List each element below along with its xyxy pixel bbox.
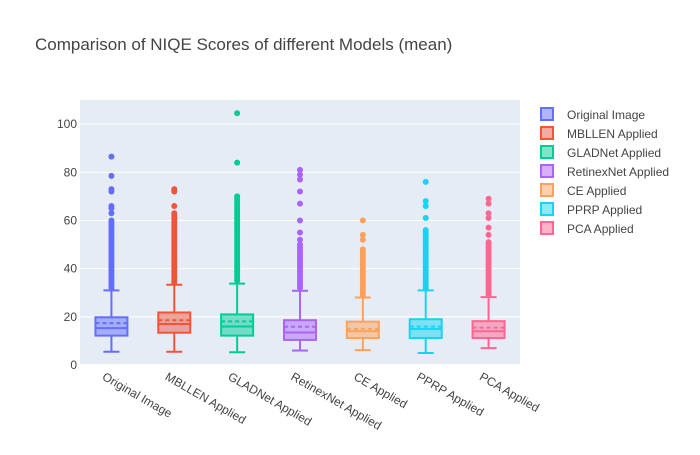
outlier-point[interactable] [234,110,241,117]
outlier-point[interactable] [359,217,366,224]
legend-swatch [540,164,554,178]
outlier-point[interactable] [108,217,115,224]
legend-label: Original Image [567,108,645,122]
iqr-box[interactable] [283,319,317,341]
legend-swatch [540,126,554,140]
outlier-point[interactable] [485,224,492,231]
box-trace[interactable] [471,195,506,350]
outlier-point[interactable] [297,166,303,173]
iqr-box[interactable] [94,316,129,337]
outlier-point[interactable] [171,203,178,209]
box-trace[interactable] [157,186,192,353]
legend-item[interactable]: PPRP Applied [540,202,642,217]
legend-item[interactable]: GLADNet Applied [540,145,661,160]
box-trace[interactable] [283,166,317,352]
y-tick-label: 0 [70,358,77,372]
y-tick-label: 60 [64,213,78,227]
legend-swatch [540,183,554,197]
box-series-layer [94,110,506,354]
y-tick-label: 20 [64,310,78,324]
outlier-point[interactable] [297,188,303,195]
legend-label: PPRP Applied [567,203,642,217]
y-tick-label: 100 [57,117,77,131]
chart-title: Comparison of NIQE Scores of different M… [35,35,452,54]
outlier-point[interactable] [108,172,115,179]
outlier-point[interactable] [485,231,492,238]
outlier-point[interactable] [485,195,492,202]
box-trace[interactable] [220,110,255,354]
outlier-point[interactable] [108,203,115,209]
legend-item[interactable]: RetinexNet Applied [540,164,669,179]
outlier-point[interactable] [485,210,492,217]
outlier-point[interactable] [422,203,429,209]
outlier-point[interactable] [422,227,429,234]
y-axis-tick-labels: 0 20 40 60 80 100 [57,117,77,372]
y-tick-label: 40 [64,262,78,276]
legend-item[interactable]: PCA Applied [540,221,634,236]
outlier-point[interactable] [297,176,303,183]
outlier-point[interactable] [422,215,429,222]
outlier-point[interactable] [171,186,178,193]
legend-item[interactable]: Original Image [540,107,645,122]
legend-swatch [540,107,554,121]
outlier-point[interactable] [485,215,492,222]
legend[interactable]: Original Image MBLLEN Applied GLADNet Appl… [540,107,669,236]
outlier-point[interactable] [108,210,115,217]
outlier-point[interactable] [422,198,429,205]
x-tick-label: Original Image [100,369,175,420]
outlier-point[interactable] [422,178,429,185]
box-trace[interactable] [408,178,443,354]
outlier-point[interactable] [359,246,366,253]
outlier-point[interactable] [485,239,492,246]
iqr-box[interactable] [220,313,255,337]
x-tick-label: PCA Applied [477,369,542,414]
legend-item[interactable]: MBLLEN Applied [540,126,658,141]
legend-swatch [540,221,554,235]
iqr-box[interactable] [157,311,192,334]
legend-swatch [540,145,554,159]
outlier-point[interactable] [359,236,366,243]
legend-label: CE Applied [567,184,626,198]
legend-label: MBLLEN Applied [567,127,658,141]
outlier-point[interactable] [485,200,492,207]
outlier-point[interactable] [297,241,303,248]
outlier-point[interactable] [171,210,178,217]
outlier-point[interactable] [108,153,115,160]
outlier-point[interactable] [234,193,241,200]
outlier-point[interactable] [297,236,303,243]
outlier-point[interactable] [297,229,303,236]
outlier-point[interactable] [108,186,115,193]
outlier-point[interactable] [359,231,366,238]
box-trace[interactable] [345,217,380,352]
legend-item[interactable]: CE Applied [540,183,626,198]
iqr-box[interactable] [471,320,506,340]
x-tick-label: PPRP Applied [414,369,486,419]
y-tick-label: 80 [64,165,78,179]
legend-label: GLADNet Applied [567,146,661,160]
x-tick-label: CE Applied [351,369,409,411]
outlier-point[interactable] [297,200,303,207]
legend-label: RetinexNet Applied [567,165,669,179]
legend-label: PCA Applied [567,222,634,236]
box-trace[interactable] [94,153,129,353]
legend-swatch [540,202,554,216]
outlier-point[interactable] [297,217,303,224]
outlier-point[interactable] [297,171,303,178]
outlier-point[interactable] [234,159,241,166]
